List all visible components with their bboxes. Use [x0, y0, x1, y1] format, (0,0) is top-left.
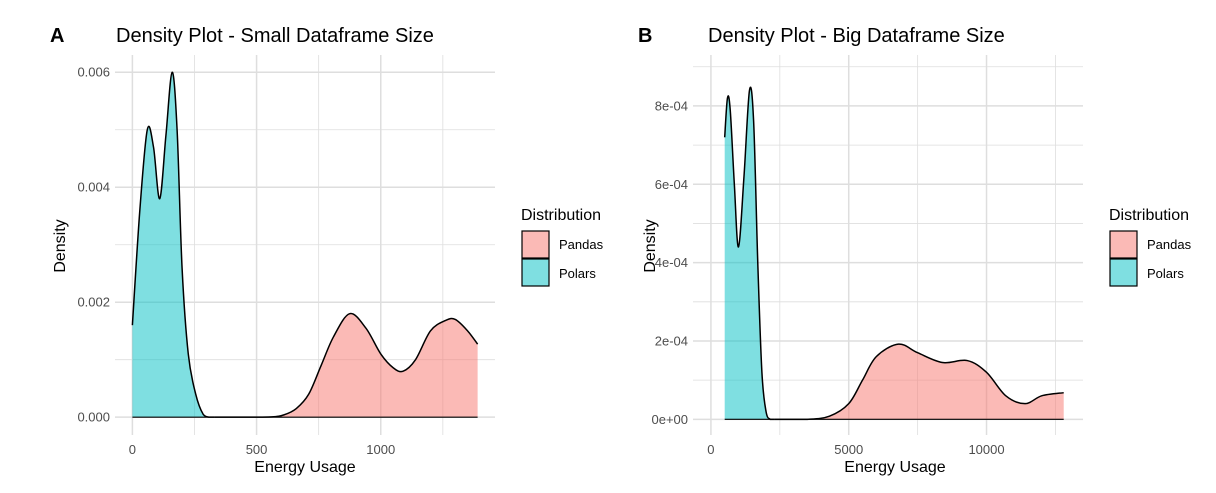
- legend-label-polars: Polars: [559, 266, 596, 281]
- x-tick-label: 0: [129, 442, 136, 457]
- legend-key-pandas: [1109, 230, 1138, 259]
- x-axis-label: Energy Usage: [844, 459, 945, 476]
- density-area-pandas: [214, 313, 478, 418]
- legend-key-polars: [1109, 258, 1138, 287]
- y-tick-label: 4e-04: [655, 255, 688, 270]
- x-axis-label: Energy Usage: [254, 459, 355, 476]
- x-tick-label: 1000: [366, 442, 395, 457]
- legend-label-pandas: Pandas: [1147, 237, 1192, 252]
- x-tick-label: 5000: [834, 442, 863, 457]
- legend-label-polars: Polars: [1147, 266, 1184, 281]
- legend-title: Distribution: [521, 207, 601, 224]
- legend-title: Distribution: [1109, 207, 1189, 224]
- density-line-pandas: [774, 343, 1064, 421]
- legend-key-pandas: [521, 230, 550, 259]
- density-line-polars: [131, 71, 215, 418]
- y-tick-label: 0.004: [77, 180, 110, 195]
- chart-title: Density Plot - Big Dataframe Size: [708, 25, 1005, 47]
- y-tick-label: 0.000: [77, 410, 110, 425]
- y-tick-label: 2e-04: [655, 333, 688, 348]
- y-axis-label: Density: [642, 219, 659, 272]
- density-area-polars: [724, 87, 775, 420]
- y-axis-label: Density: [52, 219, 69, 272]
- panel-tag: A: [50, 25, 64, 47]
- y-tick-label: 0e+00: [651, 412, 688, 427]
- x-tick-label: 500: [246, 442, 268, 457]
- y-tick-label: 8e-04: [655, 98, 688, 113]
- y-tick-label: 6e-04: [655, 177, 688, 192]
- x-tick-label: 10000: [968, 442, 1004, 457]
- panel-b: B Density Plot - Big Dataframe Size Ener…: [638, 25, 1192, 476]
- legend-label-pandas: Pandas: [559, 237, 604, 252]
- panel-a: A Density Plot - Small Dataframe Size En…: [50, 25, 604, 476]
- y-tick-label: 0.006: [77, 65, 110, 80]
- panel-tag: B: [638, 25, 652, 47]
- density-line-pandas: [214, 312, 479, 418]
- density-area-polars: [132, 72, 215, 418]
- density-line-polars: [723, 86, 775, 421]
- chart-title: Density Plot - Small Dataframe Size: [116, 25, 434, 47]
- x-tick-label: 0: [707, 442, 714, 457]
- legend-key-polars: [521, 258, 550, 287]
- y-tick-label: 0.002: [77, 295, 110, 310]
- density-area-pandas: [774, 344, 1064, 420]
